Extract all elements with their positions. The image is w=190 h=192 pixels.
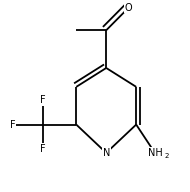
Text: NH: NH [148, 148, 162, 158]
Text: F: F [40, 95, 45, 105]
Text: O: O [125, 3, 132, 13]
Text: 2: 2 [165, 153, 169, 159]
Text: F: F [10, 120, 15, 130]
Text: N: N [103, 148, 110, 158]
Text: F: F [40, 144, 45, 154]
